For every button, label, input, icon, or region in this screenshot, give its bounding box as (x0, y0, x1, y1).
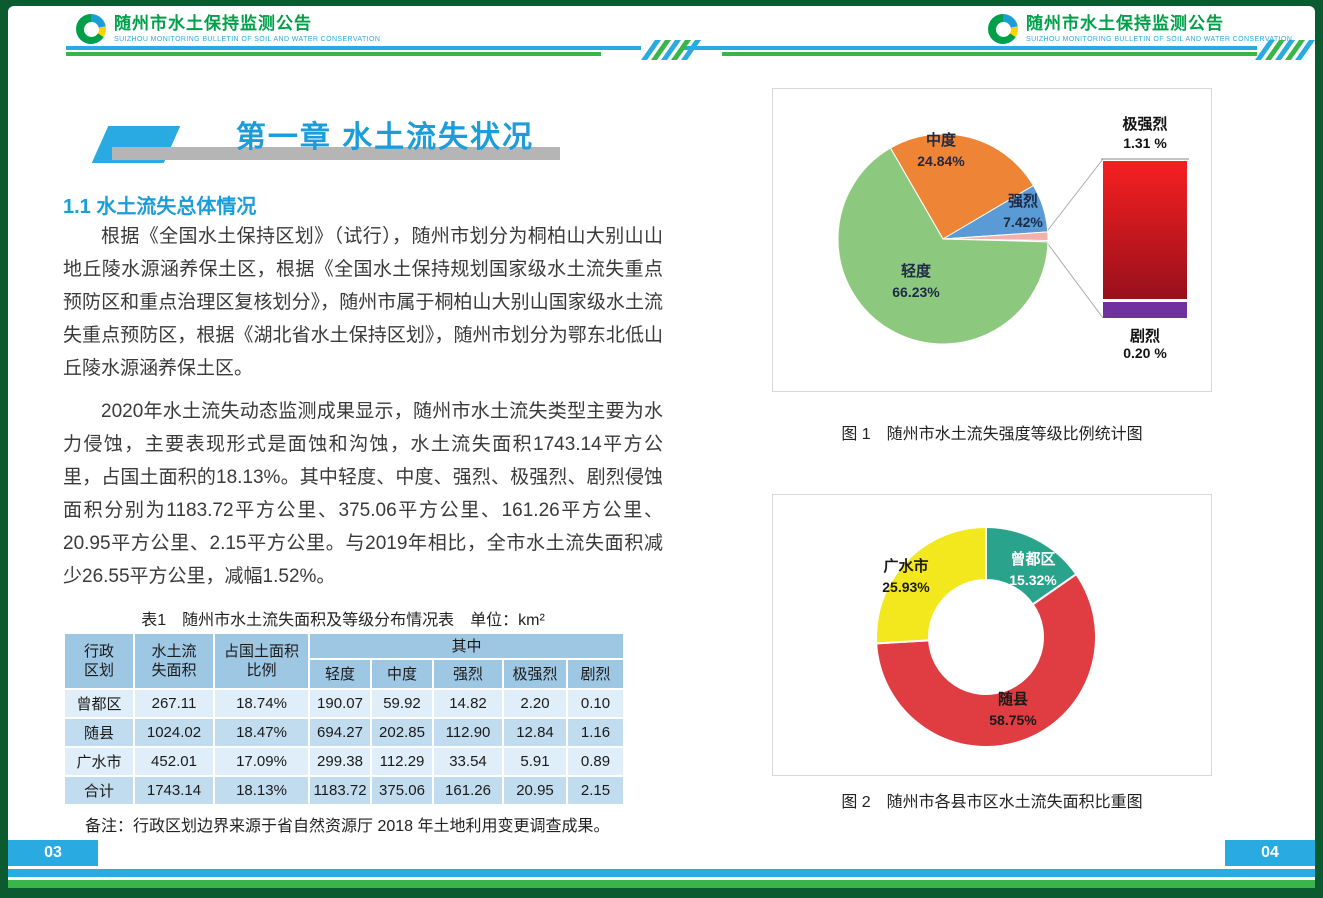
paragraph-1: 根据《全国水土保持区划》（试行），随州市划分为桐柏山大别山山地丘陵水源涵养保土区… (63, 226, 663, 379)
pie-label-light: 轻度 66.23% (892, 263, 940, 300)
figure-1-caption: 图 1 随州市水土流失强度等级比例统计图 (841, 426, 1143, 443)
header-rule-blue-left (66, 46, 641, 50)
bulletin-subtitle: SUIZHOU MONITORING BULLETIN OF SOIL AND … (1026, 36, 1293, 43)
table-header-row-2: 轻度 中度 强烈 极强烈 剧烈 (64, 658, 625, 690)
table-row-total: 合计 1743.14 18.13% 1183.72 375.06 161.26 … (63, 775, 625, 806)
col-header-area: 水土流 失面积 (133, 632, 215, 690)
paragraph-2: 2020年水土流失动态监测成果显示，随州市水土流失类型主要为水力侵蚀，主要表现形… (63, 401, 663, 587)
table-cell: 1.16 (566, 717, 625, 748)
table-cell: 0.10 (566, 688, 625, 719)
soil-erosion-table: 行政 区划 水土流 失面积 占国土面积 比例 其中 轻度 中度 强烈 极强烈 剧… (63, 632, 625, 806)
breakout-bar-severe (1103, 302, 1187, 318)
table-cell: 694.27 (308, 717, 372, 748)
table-cell: 0.89 (566, 746, 625, 777)
header-rule-blue-right (682, 46, 1257, 50)
donut-label-zengdu: 曾都区 15.32% (1009, 551, 1057, 588)
table-cell: 20.95 (502, 775, 568, 806)
table-cell: 59.92 (370, 688, 434, 719)
table-cell: 375.06 (370, 775, 434, 806)
breakout-bar-extreme (1103, 161, 1187, 299)
table-note: 备注：行政区划边界来源于省自然资源厅 2018 年土地利用变更调查成果。 (85, 818, 610, 835)
table-cell: 1024.02 (133, 717, 215, 748)
footer-band-blue (8, 869, 1315, 877)
figure-1-erosion-intensity-chart: 中度 24.84% 强烈 7.42% 轻度 66.23% 极强烈 1.31 % … (772, 88, 1212, 392)
table-cell: 267.11 (133, 688, 215, 719)
footer-band-green (8, 880, 1315, 888)
table-cell: 14.82 (432, 688, 504, 719)
table-cell: 299.38 (308, 746, 372, 777)
pie-label-strong: 强烈 7.42% (1003, 193, 1043, 230)
bulletin-title: 随州市水土保持监测公告 (1026, 14, 1224, 33)
table-cell: 202.85 (370, 717, 434, 748)
breakout-pct-severe: 0.20 % (1123, 345, 1167, 361)
header-left: 随州市水土保持监测公告 SUIZHOU MONITORING BULLETIN … (76, 14, 380, 44)
header-rule-green-left (66, 52, 601, 56)
table-row: 曾都区 267.11 18.74% 190.07 59.92 14.82 2.2… (63, 688, 625, 719)
col-header-severe: 剧烈 (566, 658, 625, 690)
table-cell: 5.91 (502, 746, 568, 777)
county-share-donut-chart (875, 525, 1097, 748)
table-row: 随县 1024.02 18.47% 694.27 202.85 112.90 1… (63, 717, 625, 748)
table-cell: 2.20 (502, 688, 568, 719)
bulletin-logo-icon (76, 14, 106, 44)
erosion-intensity-pie-chart (837, 133, 1189, 345)
col-header-strong: 强烈 (432, 658, 504, 690)
figure-2-caption: 图 2 随州市各县市区水土流失面积比重图 (841, 794, 1143, 811)
table-cell: 2.15 (566, 775, 625, 806)
table-cell: 广水市 (63, 746, 135, 777)
table-cell: 190.07 (308, 688, 372, 719)
header-stripes-decoration (640, 40, 702, 60)
chapter-title: 第一章 水土流失状况 (235, 121, 535, 154)
body-text: 根据《全国水土保持区划》（试行），随州市划分为桐柏山大别山山地丘陵水源涵养保土区… (63, 220, 663, 603)
page-number-right: 04 (1225, 840, 1315, 866)
table-cell: 1183.72 (308, 775, 372, 806)
col-header-ratio: 占国土面积 比例 (213, 632, 310, 690)
table-header-row-1: 行政 区划 水土流 失面积 占国土面积 比例 其中 (63, 632, 625, 690)
pie-label-moderate: 中度 24.84% (917, 132, 965, 169)
table-cell: 33.54 (432, 746, 504, 777)
chapter-banner-bar (112, 147, 560, 160)
col-header-light: 轻度 (308, 658, 372, 690)
breakout-pct-extreme: 1.31 % (1123, 135, 1167, 151)
col-header-among: 其中 (308, 632, 625, 660)
table-cell: 12.84 (502, 717, 568, 748)
table-cell: 17.09% (213, 746, 310, 777)
header-text-block: 随州市水土保持监测公告 SUIZHOU MONITORING BULLETIN … (114, 14, 380, 43)
header-stripes-decoration (1254, 40, 1316, 60)
header-text-block: 随州市水土保持监测公告 SUIZHOU MONITORING BULLETIN … (1026, 14, 1292, 43)
page-number-left: 03 (8, 840, 98, 866)
table-cell: 随县 (63, 717, 135, 748)
table-cell: 161.26 (432, 775, 504, 806)
table-cell: 曾都区 (63, 688, 135, 719)
table-cell: 112.90 (432, 717, 504, 748)
table-caption: 表1 随州市水土流失面积及等级分布情况表 单位：km² (141, 612, 545, 629)
header-rule-green-right (722, 52, 1257, 56)
table-cell: 452.01 (133, 746, 215, 777)
bulletin-title: 随州市水土保持监测公告 (114, 14, 312, 33)
table-row: 广水市 452.01 17.09% 299.38 112.29 33.54 5.… (63, 746, 625, 777)
table-cell: 1743.14 (133, 775, 215, 806)
section-title: 1.1 水土流失总体情况 (63, 196, 257, 218)
bulletin-logo-icon (988, 14, 1018, 44)
breakout-label-extreme: 极强烈 (1122, 116, 1168, 133)
breakout-label-severe: 剧烈 (1129, 328, 1160, 345)
donut-label-guangshui: 广水市 25.93% (882, 558, 930, 595)
table-cell: 合计 (63, 775, 135, 806)
col-header-extreme: 极强烈 (502, 658, 568, 690)
figure-2-county-share-chart: 曾都区 15.32% 广水市 25.93% 随县 58.75% (772, 494, 1212, 776)
bulletin-subtitle: SUIZHOU MONITORING BULLETIN OF SOIL AND … (114, 36, 381, 43)
header-right: 随州市水土保持监测公告 SUIZHOU MONITORING BULLETIN … (988, 14, 1292, 44)
col-header-moderate: 中度 (370, 658, 434, 690)
table-cell: 18.47% (213, 717, 310, 748)
pie-slices (837, 133, 1049, 345)
donut-label-suixian: 随县 58.75% (989, 691, 1037, 728)
table-cell: 18.13% (213, 775, 310, 806)
table-cell: 112.29 (370, 746, 434, 777)
donut-slices (875, 525, 1097, 748)
col-header-region: 行政 区划 (63, 632, 135, 690)
table-cell: 18.74% (213, 688, 310, 719)
